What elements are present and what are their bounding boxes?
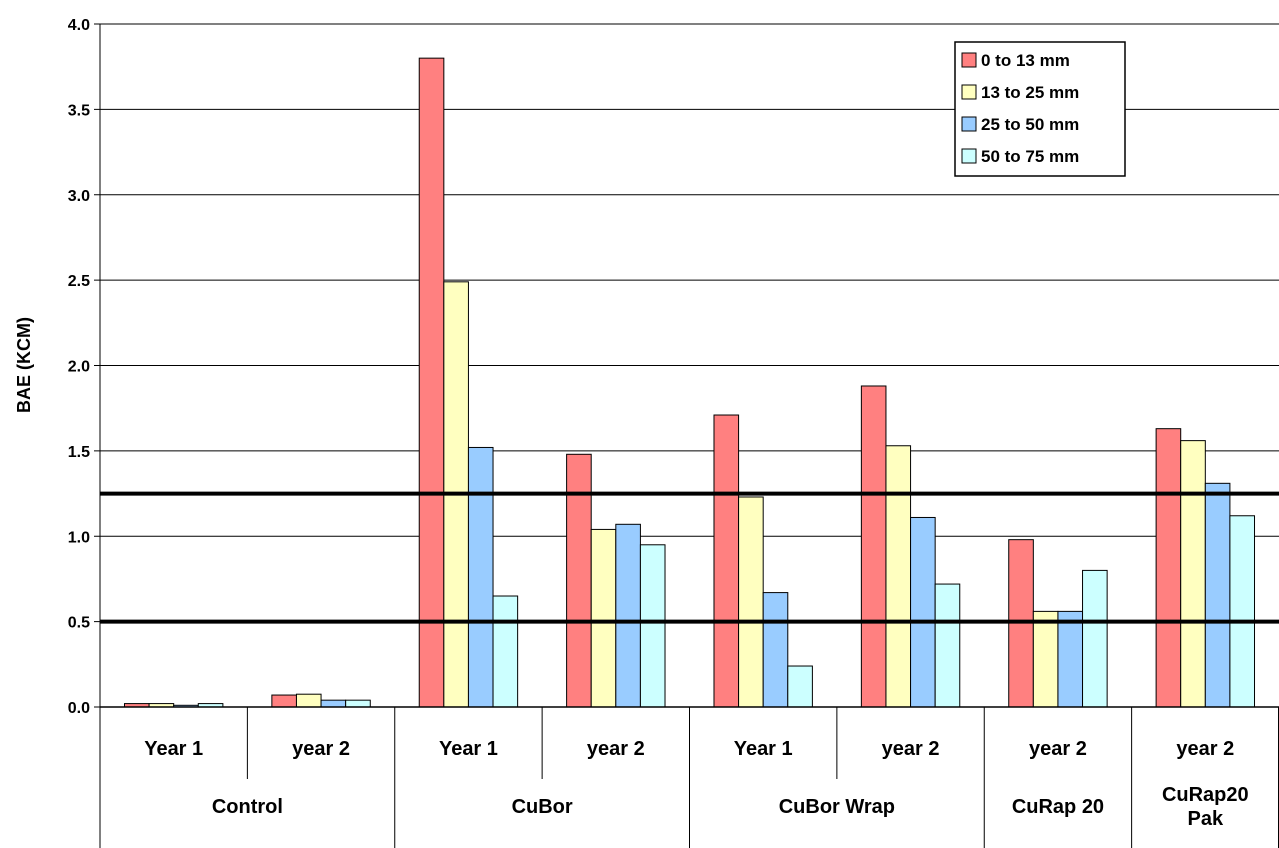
x-subcategory-label: year 2	[587, 738, 645, 760]
bar	[713, 414, 740, 708]
y-tick-label: 0.5	[68, 615, 90, 632]
y-tick-label: 3.0	[68, 188, 90, 205]
bar	[1032, 610, 1059, 708]
x-subcategory-label: Year 1	[439, 738, 498, 760]
bar	[467, 446, 494, 708]
bar	[1155, 428, 1182, 708]
bars	[123, 57, 1256, 708]
bar	[590, 528, 617, 708]
x-group-label: Control	[212, 796, 283, 818]
bar	[345, 699, 371, 708]
x-subcategory-label: year 2	[1176, 738, 1234, 760]
bar	[1204, 482, 1231, 708]
y-tick-label: 2.0	[68, 359, 90, 376]
y-tick-label: 2.5	[68, 273, 90, 290]
bar	[418, 57, 445, 708]
legend-swatch	[961, 84, 977, 100]
x-group-label: CuRap 20	[1012, 796, 1104, 818]
y-tick-label: 3.5	[68, 102, 90, 119]
legend-swatch	[961, 148, 977, 164]
legend-swatch	[961, 52, 977, 68]
legend: 0 to 13 mm 13 to 25 mm 25 to 50 mm 50 to 75…	[954, 41, 1126, 177]
x-subcategory-label: year 2	[1029, 738, 1087, 760]
bar	[1229, 515, 1256, 708]
bar	[885, 445, 912, 708]
x-category-labels: Year 1 year 2 Year 1 year 2 Year 1 year 2 year…	[144, 707, 1279, 848]
x-group-label: CuBor	[512, 796, 573, 818]
legend-label: 13 to 25 mm	[981, 83, 1079, 102]
bar	[320, 699, 347, 708]
x-subcategory-label: Year 1	[734, 738, 793, 760]
bar	[787, 665, 813, 708]
bar	[566, 453, 592, 708]
x-subcategory-label: year 2	[882, 738, 940, 760]
bar	[934, 583, 961, 708]
y-tick-label: 0.0	[68, 700, 90, 717]
x-subcategory-label: year 2	[292, 738, 350, 760]
bar	[762, 592, 789, 708]
x-group-label: CuBor Wrap	[779, 796, 895, 818]
bar	[615, 523, 641, 708]
bar	[1082, 569, 1108, 708]
bar	[1057, 610, 1084, 708]
bar	[1180, 440, 1206, 708]
reference-lines	[100, 491, 1279, 624]
x-group-label: CuRap20 Pak	[1162, 784, 1249, 830]
y-tick-label: 1.0	[68, 529, 90, 546]
x-subcategory-label: Year 1	[144, 738, 203, 760]
legend-label: 25 to 50 mm	[981, 115, 1079, 134]
legend-swatch	[961, 116, 977, 132]
legend-box	[954, 41, 1126, 177]
y-tick-labels: 0.0 0.5 1.0 1.5 2.0 2.5 3.0 3.5 4.0	[68, 17, 90, 717]
y-tick-label: 1.5	[68, 444, 90, 461]
legend-label: 0 to 13 mm	[981, 51, 1070, 70]
legend-label: 50 to 75 mm	[981, 147, 1079, 166]
bar	[295, 693, 322, 708]
bar	[492, 595, 519, 708]
y-tick-label: 4.0	[68, 17, 90, 34]
bar	[910, 516, 936, 708]
bar	[738, 496, 764, 708]
bar	[271, 694, 297, 708]
bar	[639, 544, 666, 708]
y-axis-label: BAE (KCM)	[14, 317, 34, 413]
bar	[860, 385, 887, 708]
